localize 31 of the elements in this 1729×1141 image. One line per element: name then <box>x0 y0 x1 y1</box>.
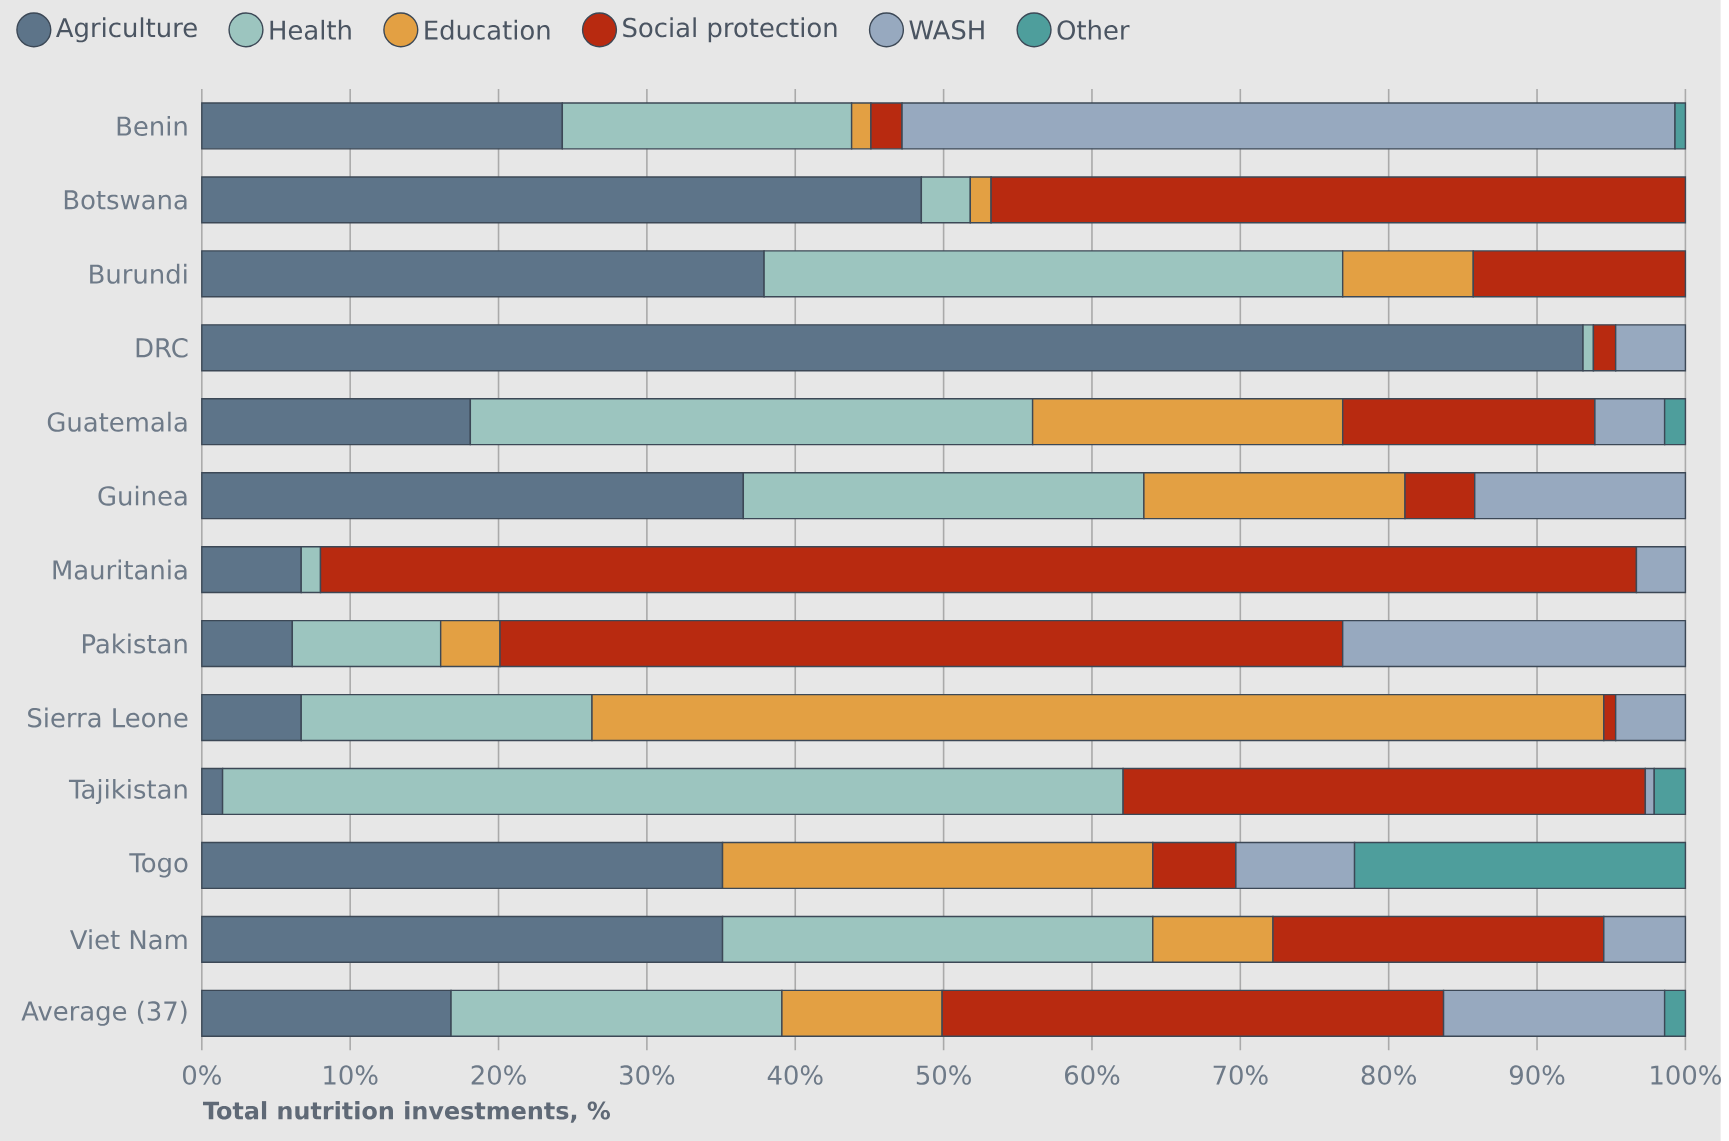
legend-label: Health <box>270 19 351 40</box>
legend-label: WASH <box>909 19 984 40</box>
x-tick-label: 0% <box>183 1065 221 1085</box>
y-tick-label: Guinea <box>98 485 187 506</box>
y-tick-label: Botswana <box>64 190 187 210</box>
y-tick-label: Viet Nam <box>69 929 187 950</box>
x-tick-label: 80% <box>1361 1065 1416 1085</box>
y-tick-label: Pakistan <box>83 633 187 654</box>
x-tick-label: 40% <box>767 1065 823 1085</box>
y-tick-label: Benin <box>117 115 187 136</box>
y-tick-label: Guatemala <box>47 411 187 432</box>
y-tick-label: Tajikistan <box>68 778 187 804</box>
x-tick-label: 70% <box>1213 1065 1268 1085</box>
x-tick-label: 20% <box>471 1065 526 1085</box>
y-tick-label: Togo <box>129 853 188 878</box>
x-tick-label: 60% <box>1065 1065 1120 1085</box>
y-tick-label: Average (37) <box>21 1000 187 1026</box>
x-tick-label: 50% <box>916 1065 971 1085</box>
x-tick-label: 90% <box>1509 1065 1565 1085</box>
y-tick-label: Sierra Leone <box>28 707 188 728</box>
x-tick-label: 30% <box>620 1065 675 1085</box>
x-axis-title: Total nutrition investments, % <box>203 1100 611 1123</box>
x-tick-label: 10% <box>324 1065 378 1085</box>
legend-label: Other <box>1057 19 1130 40</box>
legend-label: Education <box>425 19 550 40</box>
y-tick-label: Burundi <box>90 263 187 284</box>
y-tick-label: DRC <box>136 337 188 358</box>
x-tick-label: 100% <box>1651 1065 1721 1085</box>
y-tick-label: Mauritania <box>53 559 187 580</box>
legend-label: Agriculture <box>56 17 197 43</box>
legend-label: Social protection <box>623 17 837 43</box>
